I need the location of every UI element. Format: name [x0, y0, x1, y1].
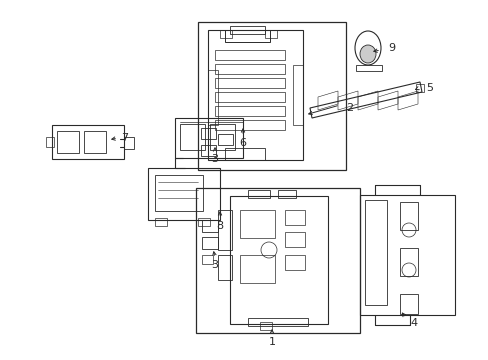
Bar	[224, 30, 269, 42]
Bar	[202, 220, 218, 232]
Bar	[415, 84, 423, 92]
Bar	[260, 322, 271, 330]
Bar	[218, 134, 232, 145]
Bar	[198, 22, 346, 170]
Bar	[84, 131, 106, 153]
Text: 4: 4	[409, 318, 417, 328]
Text: 6: 6	[239, 138, 246, 148]
Bar	[285, 255, 305, 270]
Bar	[209, 124, 235, 150]
Bar	[52, 125, 124, 159]
Bar	[229, 26, 264, 34]
Bar	[175, 118, 243, 158]
Bar	[215, 106, 285, 116]
Bar	[155, 175, 203, 211]
Bar	[215, 120, 285, 130]
Text: 2: 2	[346, 103, 353, 113]
Bar	[124, 137, 134, 149]
Bar	[196, 188, 359, 333]
Bar	[218, 210, 231, 250]
Bar	[399, 248, 417, 276]
Bar	[201, 128, 216, 139]
Bar	[215, 92, 285, 102]
Bar	[215, 64, 285, 74]
Bar	[215, 78, 285, 88]
Text: 9: 9	[387, 43, 395, 53]
Bar	[215, 50, 285, 60]
Bar	[264, 30, 276, 38]
Text: 1: 1	[268, 337, 275, 347]
Bar	[224, 148, 264, 160]
Text: 7: 7	[121, 133, 128, 143]
Bar	[202, 255, 213, 264]
Bar	[240, 210, 274, 238]
Bar	[247, 190, 269, 198]
Bar	[278, 190, 295, 198]
Ellipse shape	[359, 45, 375, 63]
Bar	[46, 137, 54, 147]
Text: 8: 8	[216, 221, 223, 231]
Bar	[229, 196, 327, 324]
Bar	[57, 131, 79, 153]
Bar	[180, 124, 204, 150]
Bar	[240, 255, 274, 283]
Bar	[285, 232, 305, 247]
Text: 5: 5	[426, 83, 433, 93]
Bar	[202, 237, 218, 249]
Bar	[207, 70, 218, 125]
Bar	[285, 210, 305, 225]
Bar	[399, 202, 417, 230]
Bar	[292, 65, 303, 125]
Bar	[218, 255, 231, 280]
Bar	[220, 30, 231, 38]
Bar	[364, 200, 386, 305]
Bar	[155, 218, 167, 226]
Bar	[247, 318, 307, 326]
Bar	[148, 168, 220, 220]
Bar	[355, 65, 381, 71]
Bar	[359, 195, 454, 315]
Bar	[201, 145, 216, 156]
Text: 3: 3	[211, 260, 218, 270]
Bar	[198, 218, 209, 226]
Bar	[399, 294, 417, 314]
Text: 3: 3	[211, 154, 218, 164]
Bar	[207, 30, 303, 160]
